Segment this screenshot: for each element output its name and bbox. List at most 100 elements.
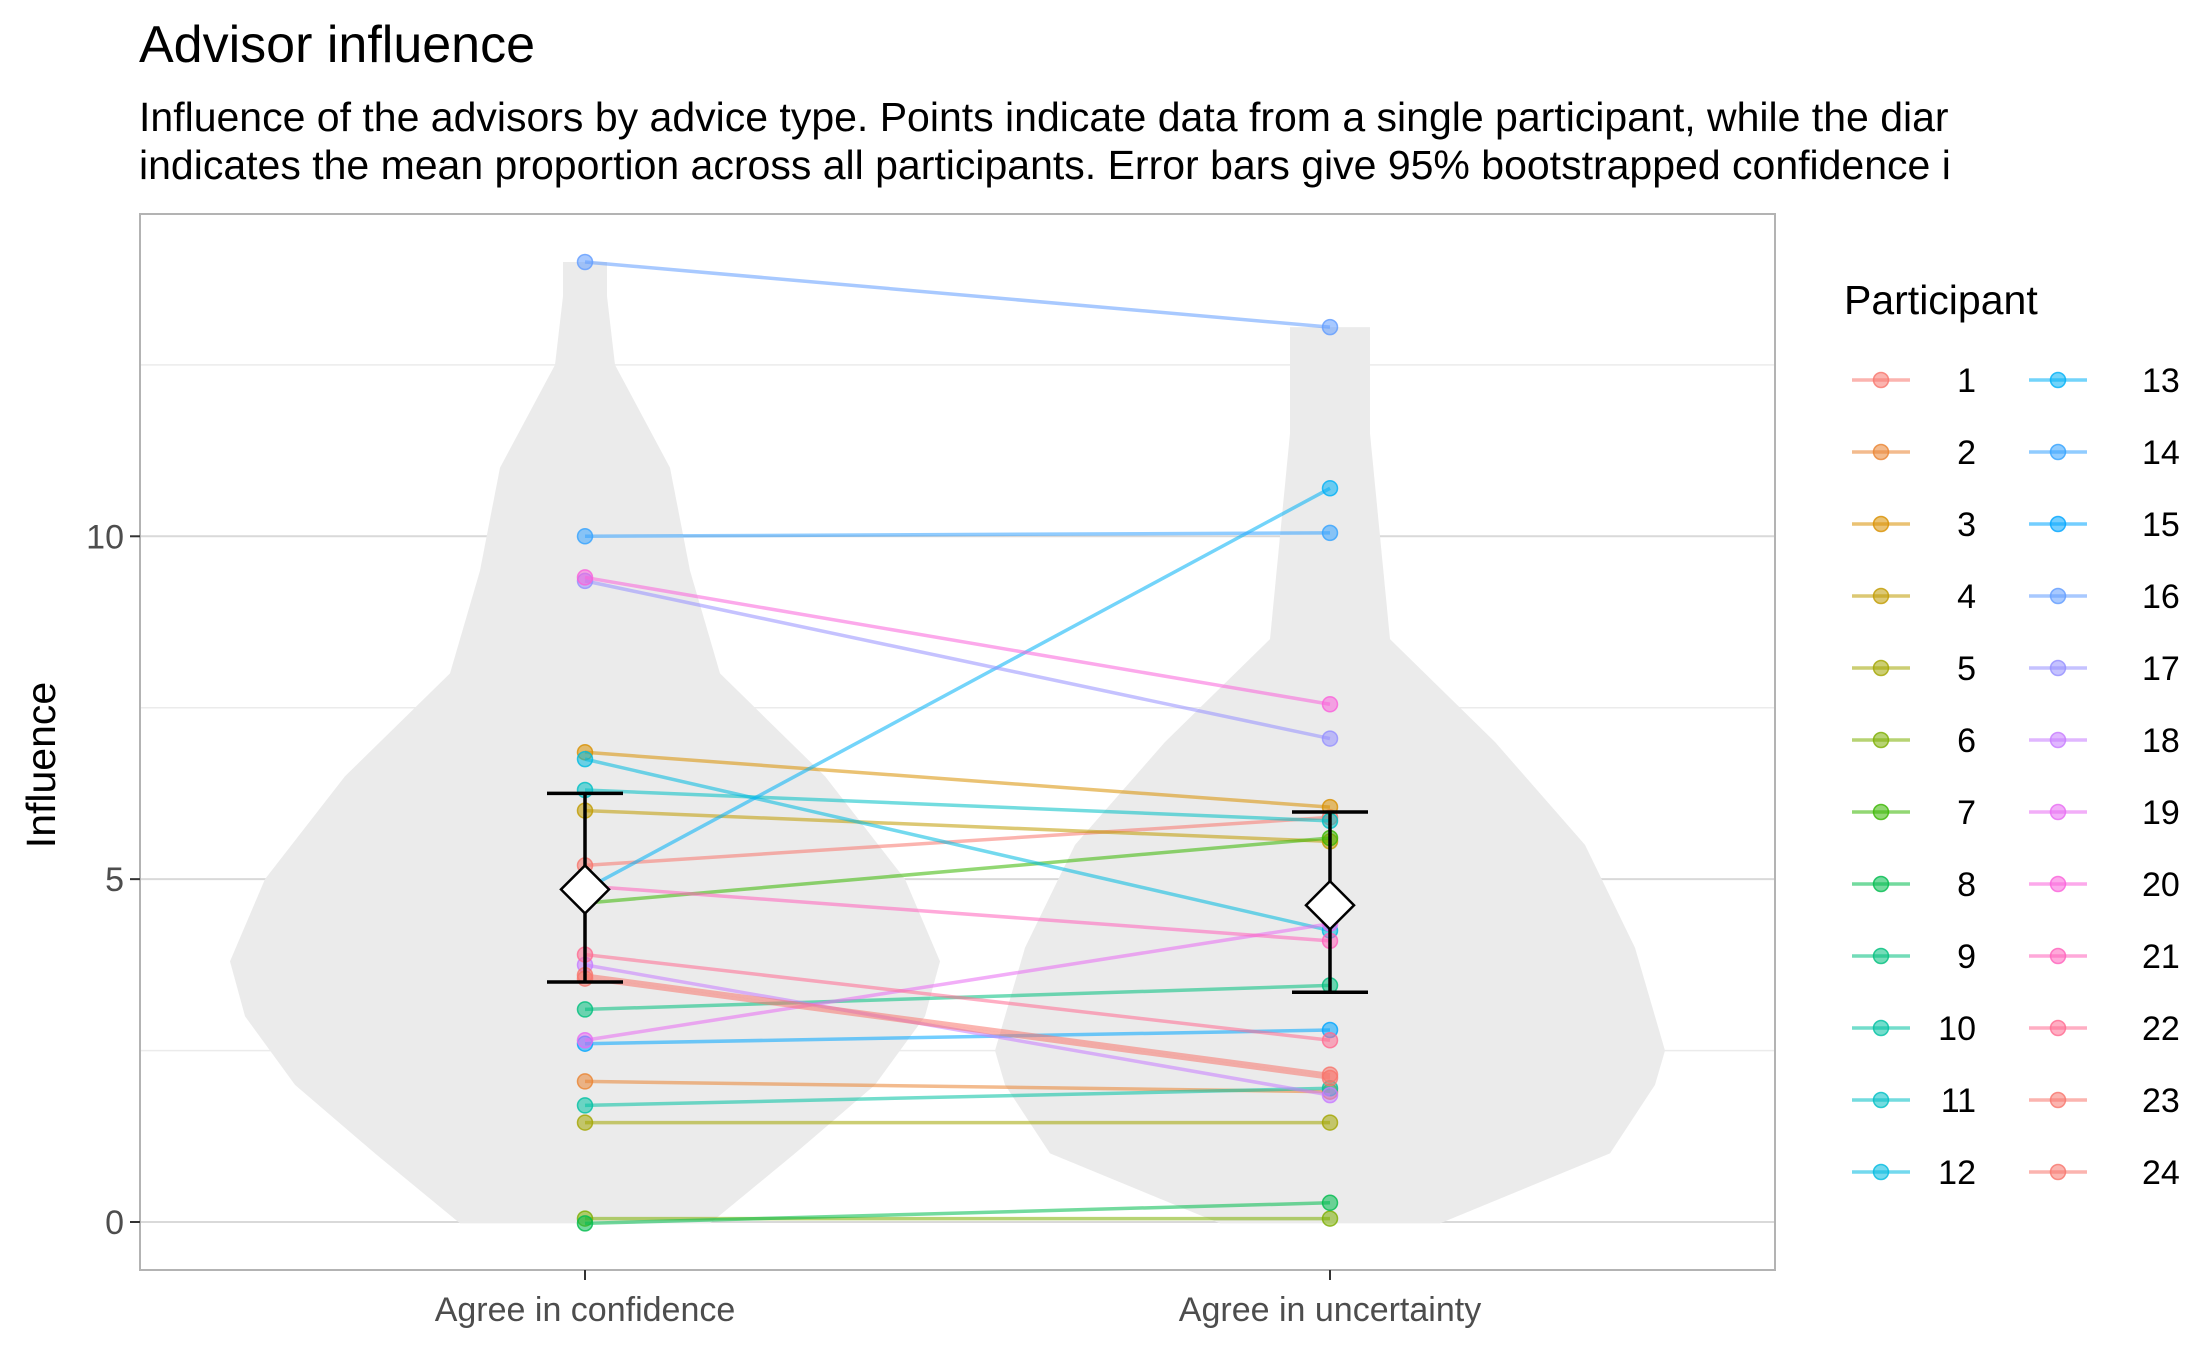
legend-key-point-20	[2049, 875, 2067, 893]
participant-line-14	[584, 531, 1331, 539]
participant-line-11	[584, 788, 1331, 823]
participant-line-20	[584, 575, 1331, 707]
legend-key-point-11	[1872, 1091, 1890, 1109]
x-tick-label: Agree in uncertainty	[1179, 1291, 1481, 1329]
participant-line-15	[584, 1028, 1331, 1046]
legend-key-point-15	[2049, 515, 2067, 533]
participant-point-6-2	[1321, 1210, 1339, 1227]
participant-point-20-2	[1321, 696, 1339, 713]
legend: Participant 1234567891011121314151617181…	[1844, 277, 2180, 1192]
participant-point-8-1	[576, 1215, 594, 1232]
legend-label-24: 24	[2142, 1154, 2180, 1192]
mean-diamond-2	[1304, 879, 1356, 931]
participant-point-10-1	[576, 1097, 594, 1114]
legend-key-point-12	[1872, 1163, 1890, 1181]
legend-key-point-22	[2049, 1019, 2067, 1037]
participant-point-8-2	[1321, 1194, 1339, 1212]
y-tick-label: 5	[105, 861, 124, 899]
legend-key-point-6	[1872, 731, 1890, 749]
legend-key-point-23	[2049, 1091, 2067, 1109]
legend-label-2: 2	[1957, 434, 1976, 472]
chart-title: Advisor influence	[139, 16, 535, 74]
y-axis-title: Influence	[18, 682, 64, 848]
participant-line-22	[584, 952, 1331, 1043]
panel-border	[139, 213, 1776, 1271]
legend-label-4: 4	[1957, 578, 1976, 616]
legend-label-13: 13	[2142, 362, 2180, 400]
y-tick-label: 0	[105, 1204, 124, 1242]
legend-key-point-7	[1872, 803, 1890, 821]
participant-point-14-2	[1321, 524, 1339, 542]
legend-label-3: 3	[1957, 506, 1976, 544]
participant-point-16-1	[576, 253, 594, 271]
participant-line-16	[584, 260, 1331, 329]
legend-label-23: 23	[2142, 1082, 2180, 1120]
legend-key-point-5	[1872, 659, 1890, 677]
plot-panel: 0 5 10 Agree in confidence Agree in uncertai…	[86, 213, 1776, 1329]
legend-key-point-9	[1872, 947, 1890, 965]
legend-label-22: 22	[2142, 1010, 2180, 1048]
legend-key-point-17	[2049, 659, 2067, 677]
participant-line-7	[584, 836, 1331, 905]
y-tick-label: 10	[86, 518, 124, 556]
legend-label-20: 20	[2142, 866, 2180, 904]
participant-point-12-1	[576, 750, 594, 768]
legend-label-12: 12	[1938, 1154, 1976, 1192]
participant-point-9-1	[576, 1001, 594, 1018]
chart-subtitle-line-2: indicates the mean proportion across all…	[139, 142, 1951, 188]
participant-point-5-2	[1321, 1114, 1339, 1131]
legend-label-18: 18	[2142, 722, 2180, 760]
legend-label-9: 9	[1957, 938, 1976, 976]
legend-key-point-14	[2049, 443, 2067, 461]
legend-key-point-16	[2049, 587, 2067, 605]
participant-line-3	[584, 750, 1331, 809]
participant-line-23	[584, 973, 1331, 1077]
participant-point-5-1	[576, 1114, 594, 1131]
violin-agree-in-confidence	[230, 262, 940, 1224]
legend-key-point-10	[1872, 1019, 1890, 1037]
legend-label-19: 19	[2142, 794, 2180, 832]
legend-label-10: 10	[1938, 1010, 1976, 1048]
participant-point-2-1	[576, 1073, 594, 1090]
violin-agree-in-uncertainty	[995, 327, 1665, 1224]
participant-point-14-1	[576, 528, 594, 545]
participant-point-24-2	[1321, 1069, 1339, 1087]
participant-line-21	[584, 884, 1331, 943]
legend-label-17: 17	[2142, 650, 2180, 688]
participant-line-19	[584, 921, 1331, 1043]
participant-point-18-2	[1321, 1086, 1339, 1104]
participant-point-19-1	[576, 1032, 594, 1049]
participant-point-20-1	[576, 569, 594, 586]
legend-key-point-18	[2049, 731, 2067, 749]
legend-key-point-4	[1872, 587, 1890, 605]
participant-line-24	[584, 976, 1331, 1080]
legend-key-point-13	[2049, 371, 2067, 389]
legend-label-8: 8	[1957, 866, 1976, 904]
legend-key-point-21	[2049, 947, 2067, 965]
legend-label-14: 14	[2142, 434, 2180, 472]
legend-key-point-2	[1872, 443, 1890, 461]
legend-label-15: 15	[2142, 506, 2180, 544]
participant-line-1	[584, 815, 1331, 868]
participant-point-13-2	[1321, 480, 1339, 497]
legend-key-point-3	[1872, 515, 1890, 533]
legend-label-5: 5	[1957, 650, 1976, 688]
legend-key-point-19	[2049, 803, 2067, 821]
legend-key-point-24	[2049, 1163, 2067, 1181]
participant-line-4	[584, 808, 1331, 844]
legend-label-16: 16	[2142, 578, 2180, 616]
participant-line-8	[584, 1201, 1331, 1226]
x-tick-label: Agree in confidence	[435, 1291, 736, 1329]
participant-point-17-2	[1321, 730, 1339, 747]
participant-line-13	[584, 486, 1331, 891]
legend-label-7: 7	[1957, 794, 1976, 832]
legend-key-point-8	[1872, 875, 1890, 893]
legend-label-21: 21	[2142, 938, 2180, 976]
participant-line-12	[584, 757, 1331, 933]
participant-line-10	[584, 1086, 1331, 1108]
participant-line-17	[584, 579, 1331, 741]
mean-diamond-1	[559, 863, 611, 916]
legend-label-11: 11	[1941, 1082, 1976, 1120]
legend-label-6: 6	[1957, 722, 1976, 760]
